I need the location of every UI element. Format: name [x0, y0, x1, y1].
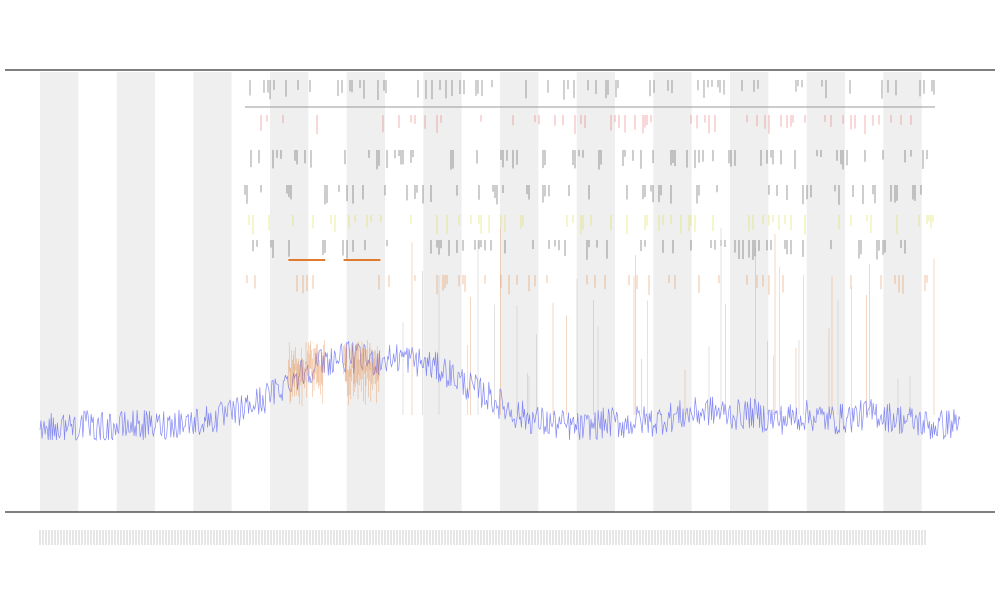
band	[653, 72, 692, 512]
band	[270, 72, 309, 512]
band	[346, 72, 385, 512]
series-lines	[39, 340, 961, 442]
band	[576, 72, 615, 512]
x-ticks	[39, 530, 926, 545]
background-bands	[40, 72, 922, 512]
band	[806, 72, 845, 512]
signal-spikes	[402, 226, 935, 415]
band	[730, 72, 769, 512]
band	[883, 72, 922, 512]
band	[116, 72, 155, 512]
band	[423, 72, 462, 512]
highlight-segments	[288, 259, 381, 407]
band	[193, 72, 232, 512]
series-line	[39, 340, 961, 442]
band	[40, 72, 79, 512]
event-ticks	[244, 80, 935, 295]
band	[500, 72, 539, 512]
